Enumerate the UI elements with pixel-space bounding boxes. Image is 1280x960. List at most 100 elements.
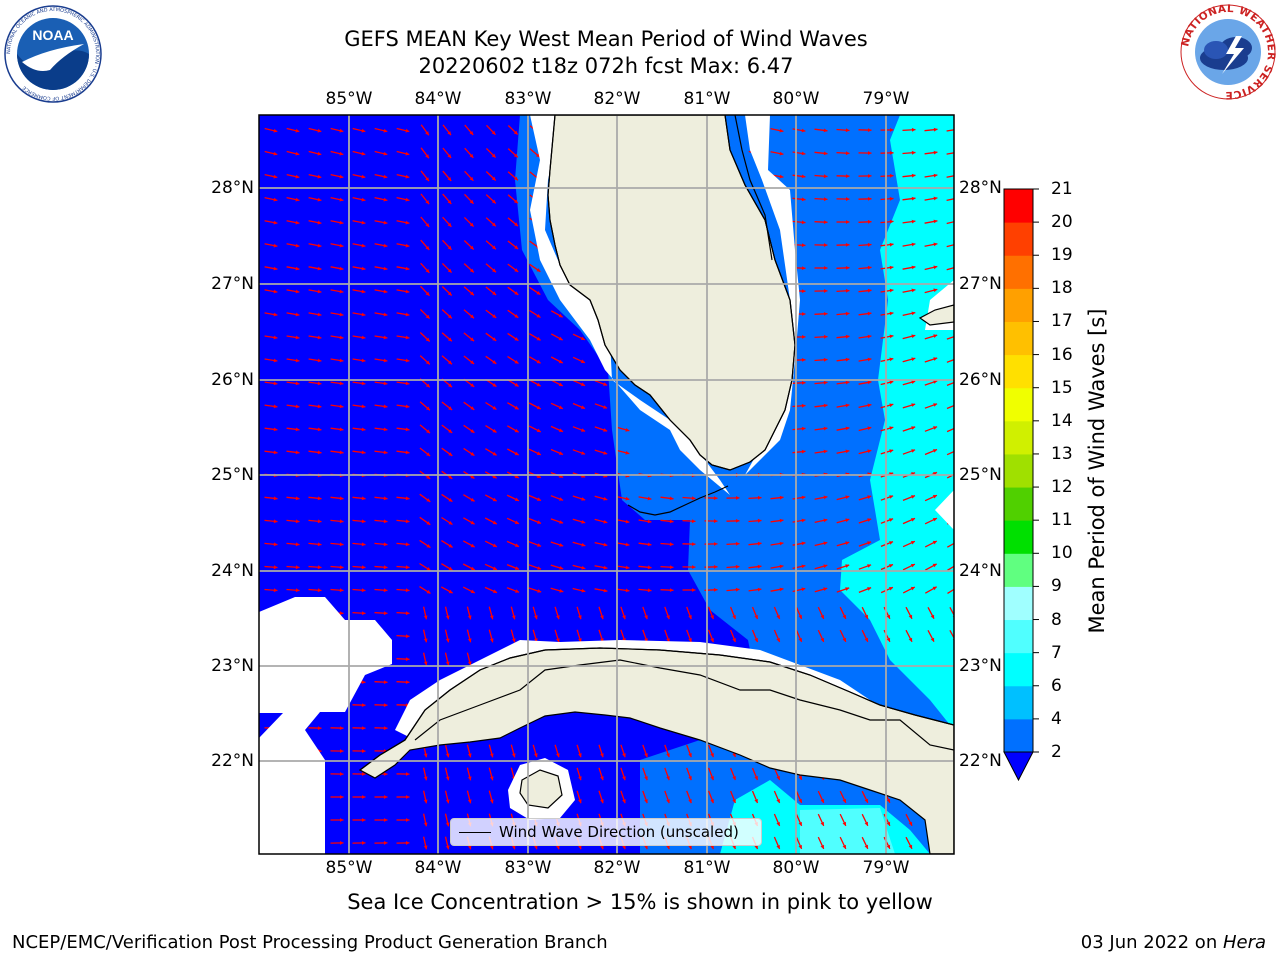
wind-wave-arrowhead (273, 542, 278, 547)
wind-wave-arrowhead (556, 845, 560, 850)
wind-wave-arrowhead (868, 151, 872, 155)
wind-wave-arrowhead (361, 266, 366, 271)
colorbar-tick-label: 4 (1051, 708, 1062, 729)
lightning-icon (1222, 36, 1244, 74)
wind-wave-arrowhead (710, 845, 714, 850)
wind-wave-arrowhead (779, 151, 784, 156)
wind-wave-arrowhead (536, 474, 541, 478)
wind-wave-arrowhead (754, 638, 758, 642)
wind-wave-arrowhead (491, 222, 496, 227)
wind-wave-arrowhead (955, 403, 959, 407)
wind-wave-arrowhead (511, 615, 516, 620)
wind-wave-arrowhead (559, 451, 563, 455)
wind-wave-arrowhead (492, 520, 497, 525)
wind-wave-arrowhead (514, 291, 519, 295)
lon-label-top: 85°W (325, 89, 373, 109)
lat-label-right: 22°N (959, 751, 1002, 771)
wind-wave-arrowhead (735, 541, 740, 546)
wind-wave-arrowhead (692, 565, 696, 569)
wind-wave-arrowhead (339, 588, 344, 593)
wind-wave-arrowhead (383, 703, 388, 707)
wind-wave-arrowhead (933, 242, 938, 247)
wind-wave-arrowhead (383, 335, 388, 340)
wind-wave-arrowhead (801, 495, 806, 500)
wind-wave-arrowhead (867, 518, 872, 522)
wind-wave-arrow (946, 198, 954, 202)
wind-wave-arrowhead (469, 199, 474, 204)
wind-wave-arrowhead (448, 498, 453, 502)
wind-wave-arrowhead (911, 196, 916, 201)
wind-wave-arrowhead (600, 615, 604, 620)
wind-wave-arrowhead (273, 197, 278, 202)
wind-wave-arrowhead (361, 404, 366, 409)
wind-wave-arrowhead (890, 128, 894, 132)
colorbar-tick-label: 17 (1051, 311, 1073, 332)
wind-wave-arrowhead (600, 845, 604, 850)
wind-wave-arrowhead (798, 615, 802, 619)
lat-label-left: 27°N (211, 274, 254, 294)
wind-wave-arrowhead (845, 541, 850, 545)
wind-wave-arrowhead (911, 357, 916, 362)
wind-wave-arrowhead (536, 405, 541, 410)
wind-wave-arrowhead (820, 614, 824, 619)
wind-wave-arrowhead (867, 265, 872, 270)
wind-wave-arrowhead (513, 153, 518, 158)
wind-wave-arrowhead (317, 174, 322, 179)
masked-area-gulf (259, 597, 392, 854)
plot-subtitle: 20220602 t18z 072h fcst Max: 6.47 (418, 54, 794, 78)
wind-wave-arrowhead (842, 614, 846, 619)
wind-wave-arrowhead (339, 542, 344, 547)
wind-wave-arrowhead (776, 845, 780, 849)
wind-wave-arrowhead (732, 638, 736, 642)
wind-wave-arrowhead (383, 496, 388, 501)
wind-wave-arrowhead (445, 615, 450, 620)
wind-wave-arrowhead (889, 587, 893, 591)
wind-wave-arrowhead (467, 799, 472, 804)
wind-wave-arrowhead (423, 638, 428, 643)
wind-wave-arrowhead (823, 220, 828, 224)
wind-wave-arrowhead (469, 268, 474, 273)
wind-wave-arrowhead (514, 382, 519, 387)
colorbar-tick-label: 21 (1051, 179, 1073, 199)
wind-wave-arrowhead (447, 245, 452, 250)
wind-wave-arrowhead (492, 497, 497, 502)
wind-wave-arrowhead (757, 495, 762, 500)
wind-wave-arrowhead (622, 845, 626, 850)
wind-wave-arrowhead (889, 380, 894, 385)
colorbar-segment (1004, 354, 1033, 389)
wind-wave-arrowhead (425, 200, 430, 205)
wind-wave-arrowhead (514, 520, 519, 524)
wind-wave-arrowhead (340, 749, 344, 753)
wind-wave-arrowhead (933, 380, 938, 384)
wind-wave-arrowhead (910, 586, 915, 591)
wind-wave-arrowhead (625, 588, 630, 593)
wind-wave-arrow (946, 358, 954, 363)
wind-wave-arrowhead (447, 177, 452, 181)
wind-wave-arrowhead (405, 565, 410, 570)
wind-wave-arrowhead (405, 197, 410, 202)
wind-wave-arrowhead (405, 174, 410, 179)
wind-wave-arrowhead (317, 266, 322, 271)
wind-wave-arrowhead (754, 799, 758, 803)
wind-wave-arrowhead (889, 334, 894, 339)
wind-wave-arrowhead (470, 589, 475, 593)
wind-wave-arrowhead (779, 564, 784, 569)
wind-wave-arrowhead (801, 220, 806, 225)
wind-wave-arrowhead (514, 222, 518, 227)
wind-wave-arrowhead (425, 177, 429, 182)
wind-wave-arrowhead (295, 220, 300, 225)
plot-title: GEFS MEAN Key West Mean Period of Wind W… (344, 27, 868, 51)
wind-wave-arrow (946, 450, 954, 456)
wind-wave-arrowhead (384, 772, 388, 776)
wind-wave-arrowhead (536, 451, 541, 455)
wind-wave-arrowhead (867, 219, 872, 224)
wind-wave-arrowhead (448, 589, 453, 594)
wind-wave-arrowhead (932, 518, 937, 522)
wind-wave-arrowhead (423, 822, 428, 827)
wind-wave-arrowhead (425, 360, 430, 365)
wind-wave-arrowhead (911, 380, 916, 384)
lon-label-bottom: 85°W (325, 858, 373, 878)
wind-wave-arrowhead (558, 382, 563, 386)
wind-wave-arrowhead (361, 243, 366, 248)
